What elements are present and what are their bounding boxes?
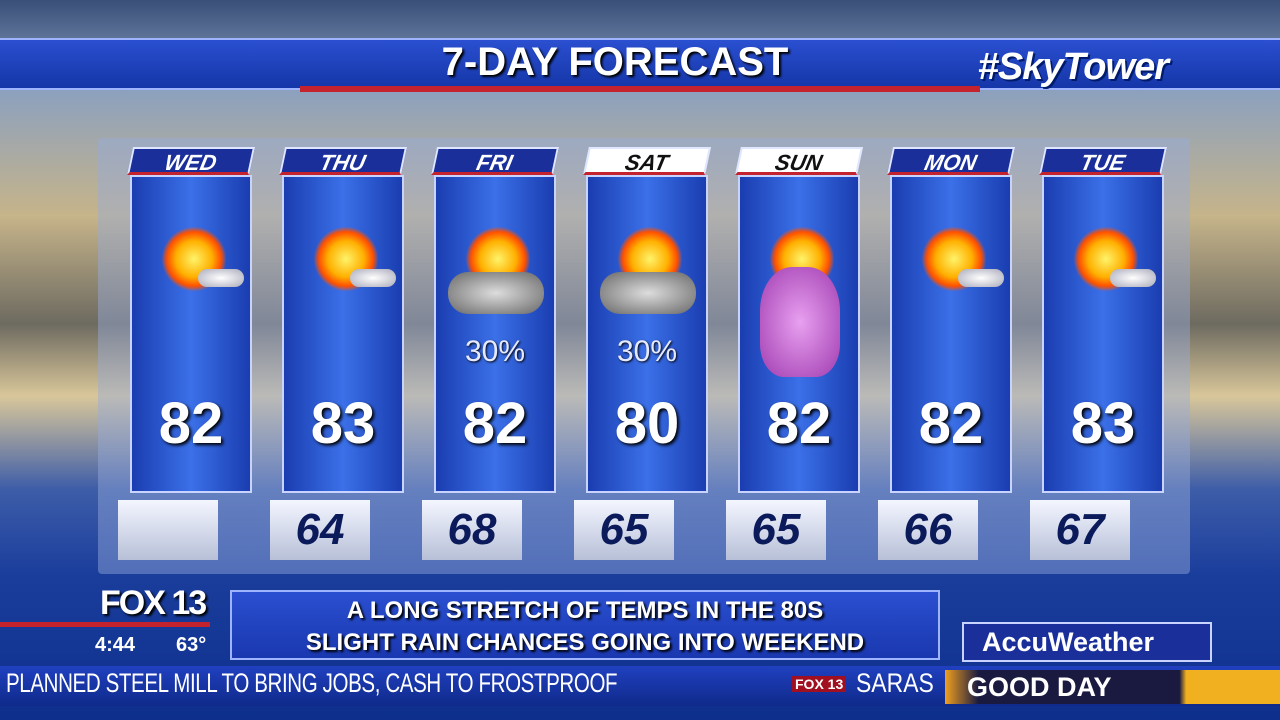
forecast-day-sun: SUN 82	[735, 147, 863, 493]
day-label: MON	[887, 147, 1015, 175]
high-temp: 82	[918, 391, 984, 456]
title-accent-line	[300, 86, 980, 92]
day-card: 82	[738, 175, 860, 493]
day-label: TUE	[1039, 147, 1167, 175]
logo-accent-line	[0, 622, 210, 627]
cloud-icon	[198, 269, 244, 287]
forecast-message: A LONG STRETCH OF TEMPS IN THE 80S SLIGH…	[230, 590, 940, 660]
day-card: 82	[890, 175, 1012, 493]
day-label: FRI	[431, 147, 559, 175]
high-temp: 82	[158, 391, 224, 456]
easter-bunny-icon	[760, 267, 840, 377]
low-temp: 66	[878, 500, 978, 560]
forecast-day-thu: THU 83	[279, 147, 407, 493]
forecast-day-sat: SAT 30% 80	[583, 147, 711, 493]
day-label: SAT	[583, 147, 711, 175]
forecast-day-mon: MON 82	[887, 147, 1015, 493]
current-time: 4:44	[95, 634, 136, 656]
cloud-icon	[350, 269, 396, 287]
high-temp: 82	[766, 391, 832, 456]
precip-chance: 30%	[464, 335, 526, 368]
precip-chance: 30%	[616, 335, 678, 368]
low-temp: 65	[574, 500, 674, 560]
cloud-icon	[1110, 269, 1156, 287]
low-temp: 67	[1030, 500, 1130, 560]
skytower-logo: #SkyTower	[977, 46, 1169, 88]
ticker-headline: PLANNED STEEL MILL TO BRING JOBS, CASH T…	[6, 668, 618, 698]
low-temp: 64	[270, 500, 370, 560]
high-temp: 80	[614, 391, 680, 456]
high-temp: 83	[310, 391, 376, 456]
low-temp: 65	[726, 500, 826, 560]
day-label: WED	[127, 147, 255, 175]
low-temp	[118, 500, 218, 560]
day-card: 83	[1042, 175, 1164, 493]
message-line-1: A LONG STRETCH OF TEMPS IN THE 80S	[346, 597, 824, 624]
day-label: SUN	[735, 147, 863, 175]
high-temp: 82	[462, 391, 528, 456]
rain-cloud-icon	[448, 272, 544, 314]
cloud-icon	[958, 269, 1004, 287]
rain-cloud-icon	[600, 272, 696, 314]
show-name: GOOD DAY	[945, 670, 1280, 704]
page-title: 7-DAY FORECAST	[441, 40, 789, 84]
station-logo: FOX 13	[100, 584, 207, 622]
message-line-2: SLIGHT RAIN CHANCES GOING INTO WEEKEND	[305, 629, 865, 656]
high-temp: 83	[1070, 391, 1136, 456]
sponsor-logo: AccuWeather	[962, 622, 1212, 662]
title-bar	[0, 38, 1280, 90]
forecast-day-wed: WED 82	[127, 147, 255, 493]
day-label: THU	[279, 147, 407, 175]
ticker-next: SARAS	[856, 668, 934, 698]
day-card: 82	[130, 175, 252, 493]
ticker-logo: FOX 13	[792, 676, 847, 692]
current-temp: 63°	[176, 634, 207, 656]
low-temp: 68	[422, 500, 522, 560]
forecast-day-fri: FRI 30% 82	[431, 147, 559, 493]
forecast-day-tue: TUE 83	[1039, 147, 1167, 493]
day-card: 30% 80	[586, 175, 708, 493]
day-card: 83	[282, 175, 404, 493]
day-card: 30% 82	[434, 175, 556, 493]
